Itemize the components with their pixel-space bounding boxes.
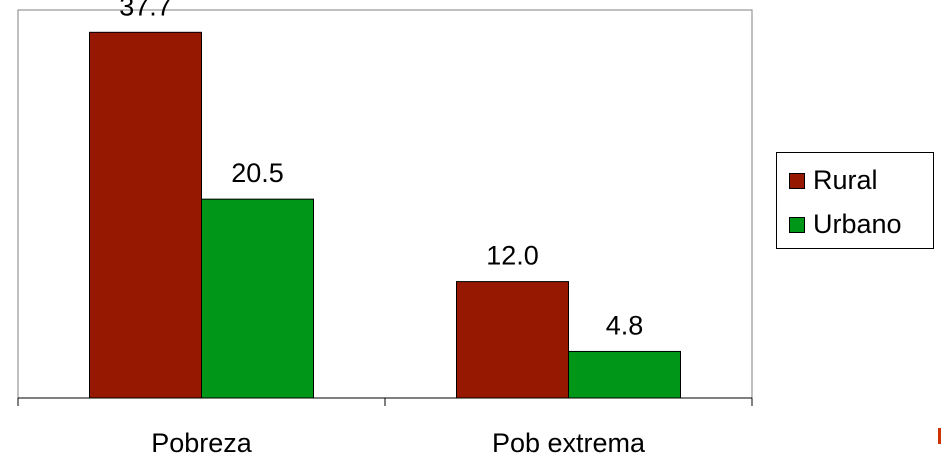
legend-label-urbano: Urbano	[813, 209, 902, 239]
category-label-0: Pobreza	[151, 428, 253, 458]
bar-urbano-0	[201, 198, 314, 399]
edge-mark	[938, 428, 941, 444]
legend-swatch-urbano	[789, 216, 805, 233]
value-labels-group: 37.7 20.5 12.0 4.8	[119, 0, 643, 340]
data-label-rural-1: 12.0	[486, 241, 539, 271]
legend: Rural Urbano	[776, 152, 934, 249]
data-label-urbano-0: 20.5	[231, 158, 284, 188]
legend-item-urbano: Urbano	[789, 209, 902, 240]
data-label-urbano-1: 4.8	[606, 310, 644, 340]
bar-rural-1	[456, 281, 569, 399]
legend-item-rural: Rural	[789, 165, 878, 196]
bars-group	[89, 31, 681, 399]
bar-urbano-1	[568, 350, 681, 399]
category-labels-group: Pobreza Pob extrema	[151, 428, 646, 458]
x-axis-ticks	[17, 398, 753, 406]
bar-rural-0	[89, 31, 202, 399]
legend-label-rural: Rural	[813, 165, 878, 195]
category-label-1: Pob extrema	[492, 428, 646, 458]
data-label-rural-0: 37.7	[119, 0, 172, 21]
legend-swatch-rural	[789, 172, 805, 189]
